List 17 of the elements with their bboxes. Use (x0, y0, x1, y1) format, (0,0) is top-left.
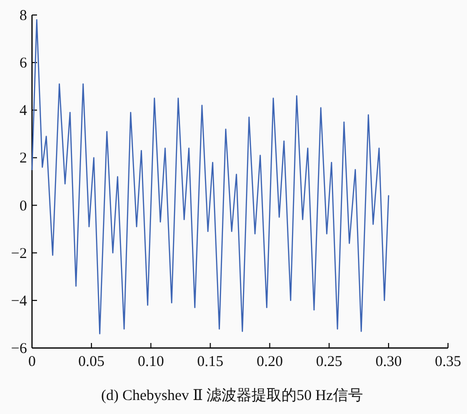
x-tick-label: 0.35 (434, 354, 462, 370)
y-tick-label: 6 (20, 56, 28, 72)
x-axis-title: (d) Chebyshev Ⅱ 滤波器提取的50 Hz信号 (101, 387, 363, 404)
line-series (31, 19, 390, 334)
x-tick-label: 0.15 (197, 354, 224, 370)
y-tick-label: −6 (11, 341, 28, 357)
x-tick-label: 0.10 (138, 354, 164, 370)
x-tick-label: 0.20 (256, 354, 283, 370)
x-tick-label: 0.05 (78, 354, 105, 370)
y-tick-label: 4 (20, 103, 28, 120)
y-tick-label: −4 (11, 293, 28, 310)
x-tick-label: 0.25 (316, 354, 342, 370)
y-tick-label: 0 (20, 198, 27, 214)
y-tick-label: 8 (20, 8, 27, 24)
y-tick-label: 2 (20, 150, 27, 167)
y-tick-label: −2 (11, 246, 27, 262)
x-tick-label: 0.30 (375, 354, 402, 370)
